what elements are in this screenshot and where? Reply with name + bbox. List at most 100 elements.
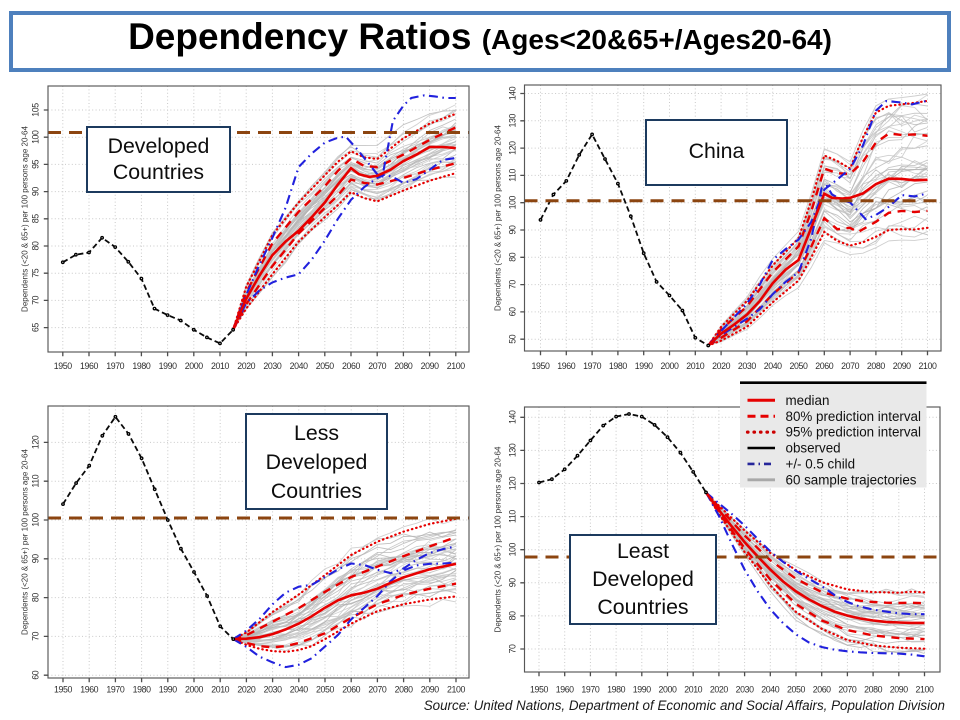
- svg-text:90: 90: [31, 187, 41, 196]
- svg-text:2080: 2080: [394, 361, 412, 371]
- svg-text:85: 85: [31, 214, 41, 223]
- svg-text:80: 80: [31, 593, 41, 602]
- svg-text:80: 80: [508, 611, 518, 620]
- svg-text:60 sample trajectories: 60 sample trajectories: [786, 472, 917, 487]
- svg-text:70: 70: [31, 631, 41, 640]
- svg-text:110: 110: [508, 510, 518, 523]
- svg-text:90: 90: [508, 578, 518, 587]
- svg-text:2080: 2080: [395, 685, 413, 695]
- svg-text:2040: 2040: [290, 685, 308, 695]
- svg-text:2060: 2060: [815, 361, 833, 371]
- svg-text:95: 95: [31, 159, 41, 168]
- svg-text:2010: 2010: [211, 361, 229, 371]
- svg-text:Dependents (<20 & 65+) per 100: Dependents (<20 & 65+) per 100 persons a…: [494, 446, 503, 632]
- svg-text:observed: observed: [786, 441, 841, 456]
- svg-text:140: 140: [508, 410, 518, 424]
- svg-text:2100: 2100: [916, 685, 934, 695]
- svg-text:1980: 1980: [132, 361, 150, 371]
- svg-text:1990: 1990: [159, 361, 177, 371]
- svg-text:1990: 1990: [633, 685, 651, 695]
- svg-text:2090: 2090: [421, 685, 439, 695]
- svg-text:70: 70: [508, 644, 518, 653]
- svg-text:Dependents (<20 & 65+) per 100: Dependents (<20 & 65+) per 100 persons a…: [21, 449, 30, 635]
- svg-text:1960: 1960: [556, 685, 574, 695]
- svg-text:105: 105: [31, 103, 41, 117]
- svg-text:1950: 1950: [54, 361, 72, 371]
- svg-text:2040: 2040: [290, 361, 308, 371]
- svg-text:2060: 2060: [342, 685, 360, 695]
- svg-text:120: 120: [508, 141, 518, 155]
- svg-text:2100: 2100: [447, 361, 465, 371]
- svg-text:2080: 2080: [867, 361, 885, 371]
- svg-text:70: 70: [31, 295, 41, 304]
- svg-text:80: 80: [31, 241, 41, 250]
- svg-text:2030: 2030: [263, 361, 281, 371]
- svg-text:80: 80: [508, 252, 518, 261]
- svg-text:2050: 2050: [316, 361, 334, 371]
- svg-text:2070: 2070: [838, 685, 856, 695]
- svg-text:2030: 2030: [264, 685, 282, 695]
- svg-text:Dependents (<20 & 65+) per 100: Dependents (<20 & 65+) per 100 persons a…: [494, 125, 503, 311]
- svg-text:1960: 1960: [557, 361, 575, 371]
- svg-text:80% prediction interval: 80% prediction interval: [786, 409, 921, 424]
- svg-text:2080: 2080: [864, 685, 882, 695]
- svg-text:2010: 2010: [211, 685, 229, 695]
- svg-text:100: 100: [31, 513, 41, 527]
- svg-text:90: 90: [31, 554, 41, 563]
- svg-text:1980: 1980: [609, 361, 627, 371]
- svg-text:65: 65: [31, 323, 41, 332]
- svg-text:2000: 2000: [661, 361, 679, 371]
- svg-text:50: 50: [508, 334, 518, 343]
- svg-text:130: 130: [508, 443, 518, 457]
- svg-text:median: median: [786, 393, 830, 408]
- svg-text:1990: 1990: [635, 361, 653, 371]
- svg-text:2090: 2090: [421, 361, 439, 371]
- svg-text:100: 100: [31, 130, 41, 144]
- svg-text:100: 100: [508, 195, 518, 209]
- svg-text:1960: 1960: [80, 361, 98, 371]
- svg-text:2090: 2090: [893, 361, 911, 371]
- svg-text:2050: 2050: [787, 685, 805, 695]
- svg-text:2070: 2070: [368, 685, 386, 695]
- svg-text:2060: 2060: [342, 361, 360, 371]
- svg-text:60: 60: [508, 307, 518, 316]
- svg-text:90: 90: [508, 225, 518, 234]
- svg-text:1970: 1970: [106, 685, 124, 695]
- svg-text:2060: 2060: [813, 685, 831, 695]
- svg-text:2090: 2090: [890, 685, 908, 695]
- svg-text:2020: 2020: [237, 685, 255, 695]
- svg-text:1970: 1970: [583, 361, 601, 371]
- svg-text:2020: 2020: [710, 685, 728, 695]
- svg-text:2050: 2050: [790, 361, 808, 371]
- svg-text:75: 75: [31, 268, 41, 277]
- svg-text:2070: 2070: [841, 361, 859, 371]
- svg-text:2050: 2050: [316, 685, 334, 695]
- svg-text:70: 70: [508, 280, 518, 289]
- svg-text:1980: 1980: [133, 685, 151, 695]
- svg-text:2100: 2100: [447, 685, 465, 695]
- svg-text:2030: 2030: [736, 685, 754, 695]
- svg-text:2010: 2010: [684, 685, 702, 695]
- svg-text:120: 120: [508, 476, 518, 490]
- svg-text:60: 60: [31, 670, 41, 679]
- svg-text:Dependents (<20 & 65+) per 100: Dependents (<20 & 65+) per 100 persons a…: [21, 126, 30, 312]
- svg-text:2030: 2030: [738, 361, 756, 371]
- svg-text:2000: 2000: [185, 685, 203, 695]
- svg-text:2020: 2020: [237, 361, 255, 371]
- svg-text:2070: 2070: [368, 361, 386, 371]
- svg-text:2000: 2000: [185, 361, 203, 371]
- svg-text:2040: 2040: [764, 361, 782, 371]
- svg-text:1960: 1960: [80, 685, 98, 695]
- svg-text:1970: 1970: [581, 685, 599, 695]
- svg-text:1970: 1970: [106, 361, 124, 371]
- svg-text:+/- 0.5 child: +/- 0.5 child: [786, 457, 856, 472]
- svg-text:95% prediction interval: 95% prediction interval: [786, 425, 921, 440]
- svg-text:2010: 2010: [686, 361, 704, 371]
- svg-text:130: 130: [508, 114, 518, 128]
- svg-text:1950: 1950: [54, 685, 72, 695]
- svg-text:1950: 1950: [532, 361, 550, 371]
- svg-text:2000: 2000: [659, 685, 677, 695]
- svg-text:120: 120: [31, 435, 41, 449]
- svg-text:1950: 1950: [530, 685, 548, 695]
- svg-text:110: 110: [31, 474, 41, 487]
